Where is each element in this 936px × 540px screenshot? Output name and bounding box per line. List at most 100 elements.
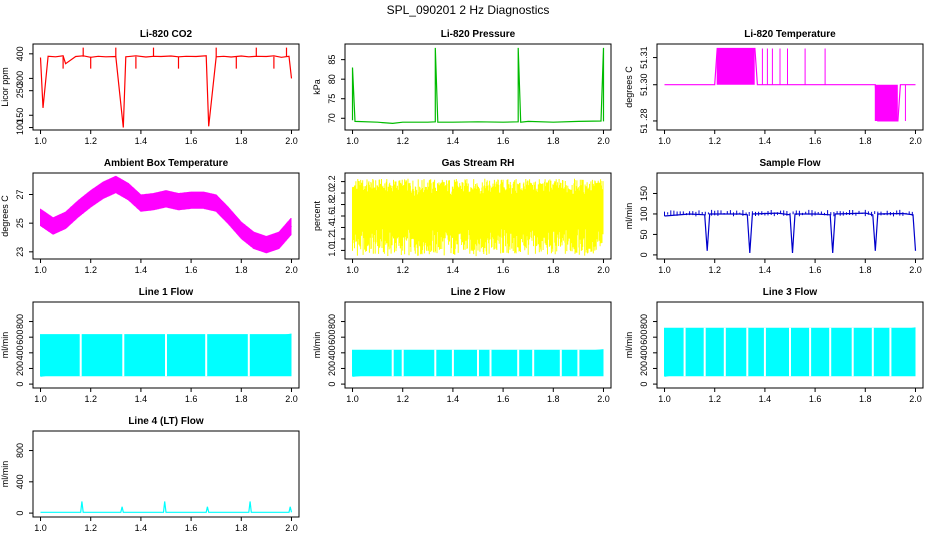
- data-layer: [40, 333, 292, 377]
- series-line: [664, 212, 917, 253]
- series-line: [39, 55, 293, 128]
- y-tick-label: 600: [639, 330, 649, 345]
- y-tick-label: 1.2: [327, 233, 337, 246]
- y-axis-label: ml/min: [312, 332, 322, 359]
- series-line: [40, 501, 293, 513]
- panel-title: Sample Flow: [759, 158, 820, 169]
- x-tick-label: 1.6: [809, 136, 822, 146]
- x-tick-label: 1.0: [34, 136, 47, 146]
- panel-line-1-flow: Line 1 Flow ml/min 1.0 1.2 1.4 1.6 1.8 2.0 0 2004…: [0, 287, 300, 404]
- data-layer: [664, 47, 916, 122]
- panel-ambient-box-temperature: Ambient Box Temperature degrees C 1.0 1.2 1.…: [0, 158, 300, 275]
- y-tick-label: 400: [327, 345, 337, 360]
- y-tick-label: 600: [327, 330, 337, 345]
- y-tick-label: 400: [15, 46, 25, 61]
- y-tick-label: 25: [15, 218, 25, 228]
- x-tick-label: 1.0: [34, 394, 47, 404]
- x-tick-label: 1.0: [346, 265, 359, 275]
- y-axis-label: ml/min: [624, 332, 634, 359]
- panel-title: Ambient Box Temperature: [104, 158, 229, 169]
- panel-title: Li-820 Temperature: [744, 29, 836, 40]
- x-tick-label: 2.0: [285, 265, 298, 275]
- y-axis-label: ml/min: [0, 332, 10, 359]
- x-tick-label: 1.0: [34, 523, 47, 533]
- data-layer: [40, 175, 292, 254]
- data-layer: [664, 209, 917, 253]
- y-tick-label: 400: [15, 345, 25, 360]
- x-tick-label: 1.4: [135, 394, 148, 404]
- y-tick-label: 50: [639, 229, 649, 239]
- x-tick-label: 1.4: [759, 394, 772, 404]
- x-tick-label: 1.2: [84, 394, 97, 404]
- x-tick-label: 1.4: [759, 136, 772, 146]
- plot-frame: [344, 301, 612, 389]
- y-tick-label: 300: [15, 71, 25, 86]
- x-tick-label: 1.4: [135, 265, 148, 275]
- series-line: [351, 47, 605, 125]
- y-tick-label: 200: [15, 361, 25, 376]
- x-tick-label: 1.6: [185, 265, 198, 275]
- x-tick-label: 1.8: [235, 394, 248, 404]
- panel-li-820-pressure: Li-820 Pressure kPa 1.0 1.2 1.4 1.6 1.8 2.0 70 75…: [312, 29, 612, 146]
- x-tick-label: 2.0: [597, 394, 610, 404]
- y-axis-label: ml/min: [624, 203, 634, 230]
- y-tick-label: 0: [639, 382, 649, 387]
- y-tick-label: 2.0: [327, 187, 337, 200]
- x-tick-label: 1.6: [497, 136, 510, 146]
- x-tick-label: 2.0: [285, 394, 298, 404]
- data-layer: [39, 47, 293, 128]
- data-layer: [40, 501, 293, 513]
- panel-title: Gas Stream RH: [442, 158, 515, 169]
- y-tick-label: 0: [327, 382, 337, 387]
- panel-title: Li-820 CO2: [140, 29, 193, 40]
- x-tick-label: 1.8: [859, 136, 872, 146]
- y-tick-label: 51.31: [639, 46, 649, 69]
- y-axis-label: degrees C: [0, 195, 10, 237]
- panel-sample-flow: Sample Flow ml/min 1.0 1.2 1.4 1.6 1.8 2.0 0 50 10…: [624, 158, 924, 275]
- x-tick-label: 1.4: [447, 394, 460, 404]
- y-tick-label: 70: [327, 113, 337, 123]
- x-tick-label: 1.6: [185, 136, 198, 146]
- plot-frame: [32, 172, 300, 260]
- data-layer: [352, 178, 604, 257]
- panel-line-4-lt-flow: Line 4 (LT) Flow ml/min 1.0 1.2 1.4 1.6 1.8 2.0…: [0, 416, 300, 533]
- y-tick-label: 75: [327, 94, 337, 104]
- series-spikes: [62, 47, 288, 69]
- y-tick-label: 85: [327, 55, 337, 65]
- x-tick-label: 2.0: [285, 136, 298, 146]
- data-layer: [664, 327, 916, 377]
- y-tick-label: 1.0: [327, 244, 337, 257]
- panel-li-820-temperature: Li-820 Temperature degrees C 1.0 1.2 1.4 1.6 1…: [624, 29, 924, 146]
- x-tick-label: 1.0: [658, 394, 671, 404]
- x-tick-label: 1.0: [658, 265, 671, 275]
- series-band: [40, 175, 292, 254]
- x-tick-label: 1.8: [547, 265, 560, 275]
- y-tick-label: 0: [639, 252, 649, 257]
- x-tick-label: 1.6: [185, 523, 198, 533]
- plot-frame: [32, 301, 300, 389]
- y-tick-label: 51.30: [639, 73, 649, 96]
- panel-title: Li-820 Pressure: [441, 29, 516, 40]
- x-tick-label: 1.2: [84, 136, 97, 146]
- x-tick-label: 1.4: [447, 265, 460, 275]
- x-tick-label: 1.8: [235, 523, 248, 533]
- x-tick-label: 2.0: [909, 265, 922, 275]
- y-tick-label: 1.8: [327, 198, 337, 211]
- y-tick-label: 100: [15, 120, 25, 135]
- y-tick-label: 80: [327, 74, 337, 84]
- x-tick-label: 1.0: [346, 394, 359, 404]
- y-tick-label: 250: [15, 83, 25, 98]
- plot-frame: [32, 43, 300, 131]
- y-axis-label: degrees C: [624, 66, 634, 108]
- x-tick-label: 1.2: [84, 523, 97, 533]
- x-tick-label: 1.0: [658, 136, 671, 146]
- x-tick-label: 1.6: [185, 394, 198, 404]
- plot-frame: [656, 301, 924, 389]
- data-layer: [351, 47, 605, 125]
- x-tick-label: 1.8: [235, 136, 248, 146]
- x-tick-label: 1.6: [497, 394, 510, 404]
- plot-frame: [32, 430, 300, 518]
- series-gaps: [79, 334, 250, 377]
